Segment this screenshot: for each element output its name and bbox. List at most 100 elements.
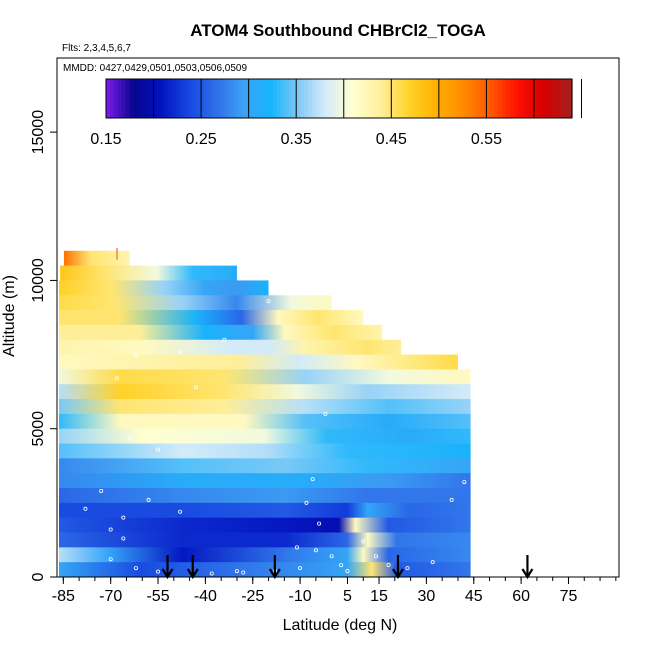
x-tick-label: 15 [370,588,388,605]
x-tick-label: 75 [560,588,578,605]
heatmap-row [59,517,471,533]
colorbar-cell [420,79,426,118]
colorbar-cell [191,79,196,118]
colorbar-frame [105,78,573,119]
heatmap-row [63,250,130,266]
sample-point [285,266,290,271]
heatmap-row [59,562,471,578]
colorbar-cell [175,79,181,118]
plot-frame [56,57,620,578]
sample-point [108,527,113,532]
sample-point [345,569,350,574]
sample-point [335,305,340,310]
colorbar-cell [463,79,468,118]
colorbar-cell [137,79,142,118]
colorbar: 0.15 0.25 0.35 0.45 0.55 [90,78,583,148]
x-axis-label: Latitude (deg N) [283,617,398,634]
colorbar-cell [327,79,332,118]
colorbar-cell [280,79,286,118]
sample-point [108,557,113,562]
heatmap-row [59,443,471,459]
colorbar-cell [474,79,480,118]
colorbar-cell [307,79,313,118]
colorbar-cell [315,79,321,118]
heatmap-row [59,295,332,311]
colorbar-cell [106,79,111,118]
sample-point [323,411,328,416]
colorbar-cell [300,79,305,118]
colorbar-cell [490,79,495,118]
sample-point [462,480,467,485]
colorbar-cell [311,79,317,118]
colorbar-cell [172,79,177,118]
colorbar-cell [564,79,569,118]
x-tick-label: -70 [99,588,122,605]
sample-point [430,560,435,565]
colorbar-cell [529,79,534,118]
heatmap-row [59,310,364,326]
y-axis-label: Altitude (m) [1,275,18,357]
colorbar-cell [304,79,309,118]
colorbar-cell [183,79,189,118]
sample-point [234,569,239,574]
colorbar-cell [486,79,492,118]
heatmap-row [59,502,471,519]
colorbar-cell [393,79,398,118]
sample-point [310,477,315,482]
colorbar-cell [525,79,530,118]
colorbar-cell [346,79,352,118]
colorbar-cell [517,79,523,118]
colorbar-cell [245,79,251,118]
sample-point [146,497,151,502]
colorbar-cell [408,79,414,118]
colorbar-cell [179,79,185,118]
colorbar-cell [133,79,138,118]
heatmap-row [59,354,458,370]
colorbar-cell [230,79,235,118]
colorbar-cell [447,79,453,118]
colorbar-cell [144,79,150,118]
sample-point [222,337,227,342]
heatmap-row [59,384,471,400]
colorbar-cell [459,79,464,118]
colorbar-cell [498,79,503,118]
colorbar-cell [214,79,220,118]
colorbar-cell [342,79,348,118]
colorbar-cell [513,79,519,118]
colorbar-cell [439,79,445,118]
colorbar-cell [482,79,488,118]
colorbar-cell [521,79,526,118]
heatmap-row [59,473,471,489]
colorbar-tick-label: 0.25 [186,131,217,148]
colorbar-cell [218,79,224,118]
heatmap-row [59,399,471,415]
colorbar-tick-label: 0.35 [281,131,312,148]
colorbar-cell [548,79,554,118]
colorbar-cell [292,79,297,118]
x-tick-label: -25 [241,588,264,605]
colorbar-cell [164,79,169,118]
colorbar-cell [509,79,515,118]
colorbar-cell [537,79,542,118]
y-tick-label: 15000 [30,110,47,155]
sample-point [339,563,344,568]
colorbar-cell [272,79,278,118]
sample-point [304,500,309,505]
colorbar-cell [125,79,130,118]
colorbar-cell [560,79,565,118]
chart-subtitle: Flts: 2,3,4,5,6,7 [62,43,131,54]
sample-point [83,506,88,511]
colorbar-cell [331,79,336,118]
sample-point [193,385,198,390]
colorbar-cell [358,79,363,118]
colorbar-cell [288,79,293,118]
colorbar-tick-label: 0.45 [376,131,407,148]
colorbar-cell [113,79,119,118]
colorbar-cell [206,79,212,118]
heatmap-row [59,458,471,474]
colorbar-cell [401,79,406,118]
colorbar-cell [319,79,325,118]
sample-point [449,497,454,502]
colorbar-cell [284,79,290,118]
heatmap-row [59,324,383,341]
